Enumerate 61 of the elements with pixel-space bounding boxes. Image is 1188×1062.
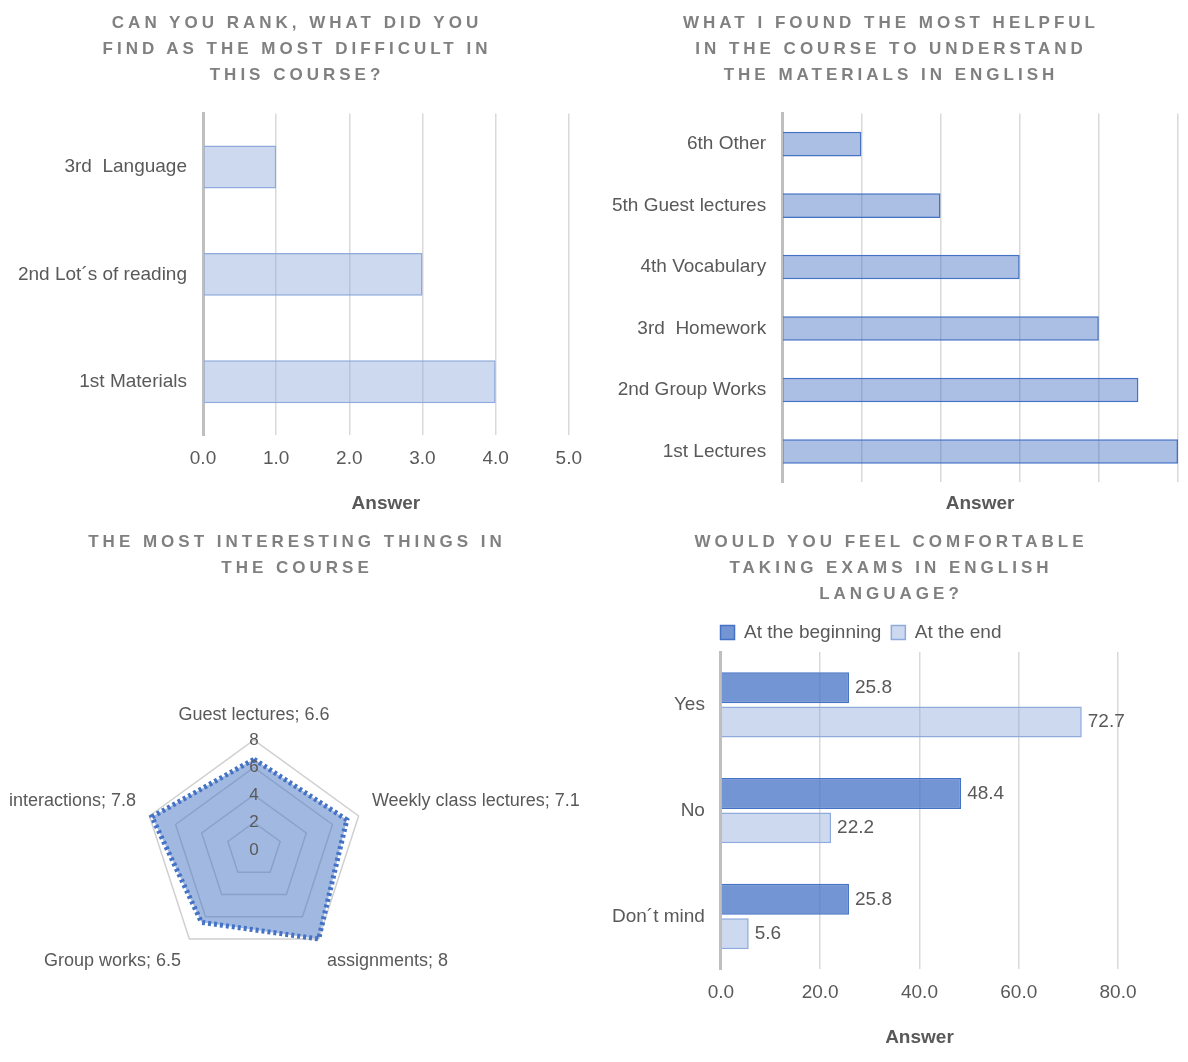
bar — [721, 778, 962, 809]
y-tick-label: 2nd Group Works — [617, 378, 767, 400]
y-tick-label: 0 — [249, 839, 259, 859]
data-label: 5.6 — [754, 921, 782, 943]
chart-title: WHAT I FOUND THE MOST HELPFUL IN THE COURSE TO UNDERSTAND THE MATERIALS IN ENGLISH — [682, 12, 1100, 86]
x-tick-label: 40.0 — [900, 981, 938, 1003]
spoke-label: Group works; 6.5 — [44, 950, 182, 971]
bar — [782, 131, 862, 157]
bar — [721, 672, 849, 704]
y-tick-label: 6th Other — [686, 132, 767, 154]
y-tick-label: 2 — [249, 812, 259, 832]
bar — [782, 193, 941, 218]
spoke-label: Weekly class lectures; 7.1 — [371, 789, 580, 810]
bar — [203, 252, 423, 296]
x-tick-label: 0.0 — [707, 981, 735, 1003]
chart-title: WOULD YOU FEEL COMFORTABLE TAKING EXAMS IN ENGLISH LANGUAGE? — [693, 531, 1089, 605]
y-tick-label: 3rd Language — [64, 155, 188, 177]
x-tick-label: 2.0 — [336, 447, 363, 469]
data-label: 25.8 — [854, 675, 892, 697]
x-tick-label: 20.0 — [801, 981, 839, 1003]
spoke-label: interactions; 7.8 — [8, 789, 137, 810]
x-axis-title: Answer — [945, 491, 1016, 513]
y-tick-label: 5th Guest lectures — [611, 193, 767, 215]
bar — [721, 883, 849, 915]
x-tick-label: 60.0 — [1000, 981, 1038, 1003]
x-tick-label: 1.0 — [262, 447, 290, 469]
y-tick-label: 4th Vocabulary — [640, 255, 767, 277]
x-axis-title: Answer — [885, 1025, 955, 1047]
x-tick-label: 80.0 — [1099, 981, 1137, 1003]
bar — [721, 918, 749, 950]
bar — [721, 706, 1082, 738]
y-tick-label: 3rd Homework — [637, 316, 767, 338]
x-tick-label: 3.0 — [409, 447, 436, 469]
spoke-label: Guest lectures; 6.6 — [178, 704, 330, 725]
data-label: 48.4 — [967, 781, 1005, 803]
y-tick-label: 1st Materials — [79, 369, 188, 391]
x-tick-label: 5.0 — [555, 447, 582, 469]
bar — [782, 254, 1020, 280]
data-label: 25.8 — [854, 887, 892, 909]
bar — [203, 360, 496, 404]
bar — [721, 812, 832, 844]
y-tick-label: 1st Lectures — [662, 439, 767, 461]
y-tick-label: 2nd Lot´s of reading — [17, 262, 188, 284]
x-axis-title: Answer — [351, 491, 421, 513]
y-tick-label: 8 — [249, 729, 259, 749]
y-tick-label: 4 — [249, 784, 259, 804]
x-tick-label: 0.0 — [189, 447, 217, 469]
bar — [203, 145, 277, 189]
y-tick-label: Yes — [673, 693, 705, 715]
legend-label: At the end — [914, 620, 1002, 642]
chart-title: THE MOST INTERESTING THINGS IN THE COURSE — [87, 531, 507, 579]
spoke-label: assignments; 8 — [326, 950, 448, 971]
data-label: 72.7 — [1087, 710, 1125, 732]
y-tick-label: No — [680, 798, 705, 820]
y-tick-label: Don´t mind — [612, 904, 705, 926]
bar — [782, 377, 1139, 403]
chart-title: CAN YOU RANK, WHAT DID YOU FIND AS THE MOST DIFFICULT IN THIS COURSE? — [101, 12, 493, 86]
legend-label: At the beginning — [744, 620, 882, 642]
y-tick-label: 6 — [249, 757, 259, 777]
data-label: 22.2 — [837, 816, 875, 838]
x-tick-label: 4.0 — [482, 447, 509, 469]
